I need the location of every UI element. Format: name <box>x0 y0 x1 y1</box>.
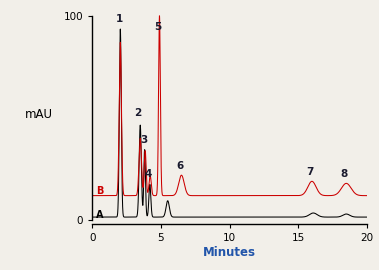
Text: 1: 1 <box>116 14 123 24</box>
Text: A: A <box>96 210 103 220</box>
Text: 7: 7 <box>306 167 313 177</box>
Text: 6: 6 <box>176 161 183 171</box>
X-axis label: Minutes: Minutes <box>203 246 256 259</box>
Text: 5: 5 <box>154 22 161 32</box>
Text: 3: 3 <box>141 134 148 144</box>
Y-axis label: mAU: mAU <box>25 108 53 122</box>
Text: 4: 4 <box>144 169 152 179</box>
Text: B: B <box>96 185 103 195</box>
Text: 2: 2 <box>135 108 142 118</box>
Text: 8: 8 <box>340 169 348 179</box>
